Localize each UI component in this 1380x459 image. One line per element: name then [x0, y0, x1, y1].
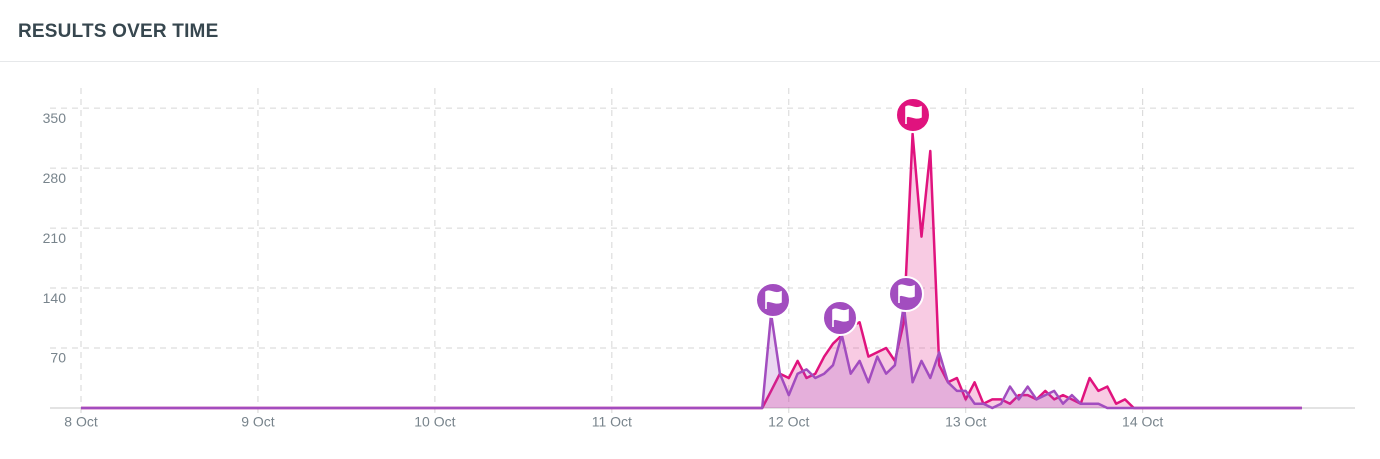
x-tick-label: 8 Oct — [64, 414, 98, 430]
panel-title: RESULTS OVER TIME — [18, 21, 219, 42]
flag-icon — [765, 290, 782, 309]
x-tick-label: 12 Oct — [768, 414, 809, 430]
x-tick-label: 13 Oct — [945, 414, 986, 430]
y-tick-label: 70 — [50, 350, 66, 366]
x-tick-label: 9 Oct — [241, 414, 275, 430]
y-tick-label: 350 — [43, 110, 67, 126]
panel-header: RESULTS OVER TIME — [0, 0, 1380, 62]
y-tick-label: 280 — [43, 170, 67, 186]
flag-icon — [905, 105, 922, 124]
flag-icon — [898, 284, 915, 303]
series-line — [81, 132, 1302, 410]
flag-marker — [755, 282, 791, 318]
series-area — [81, 305, 1302, 408]
flag-marker — [895, 97, 931, 133]
series-line — [81, 303, 1302, 410]
flag-marker — [888, 276, 924, 312]
flag-markers — [755, 97, 931, 336]
x-tick-label: 11 Oct — [592, 414, 632, 430]
series-area — [81, 133, 1302, 409]
x-tick-label: 10 Oct — [414, 414, 455, 430]
x-tick-label: 14 Oct — [1122, 414, 1163, 430]
flag-icon — [832, 308, 849, 327]
y-tick-label: 210 — [43, 230, 67, 246]
flag-marker — [822, 300, 858, 336]
y-tick-label: 140 — [43, 290, 67, 306]
